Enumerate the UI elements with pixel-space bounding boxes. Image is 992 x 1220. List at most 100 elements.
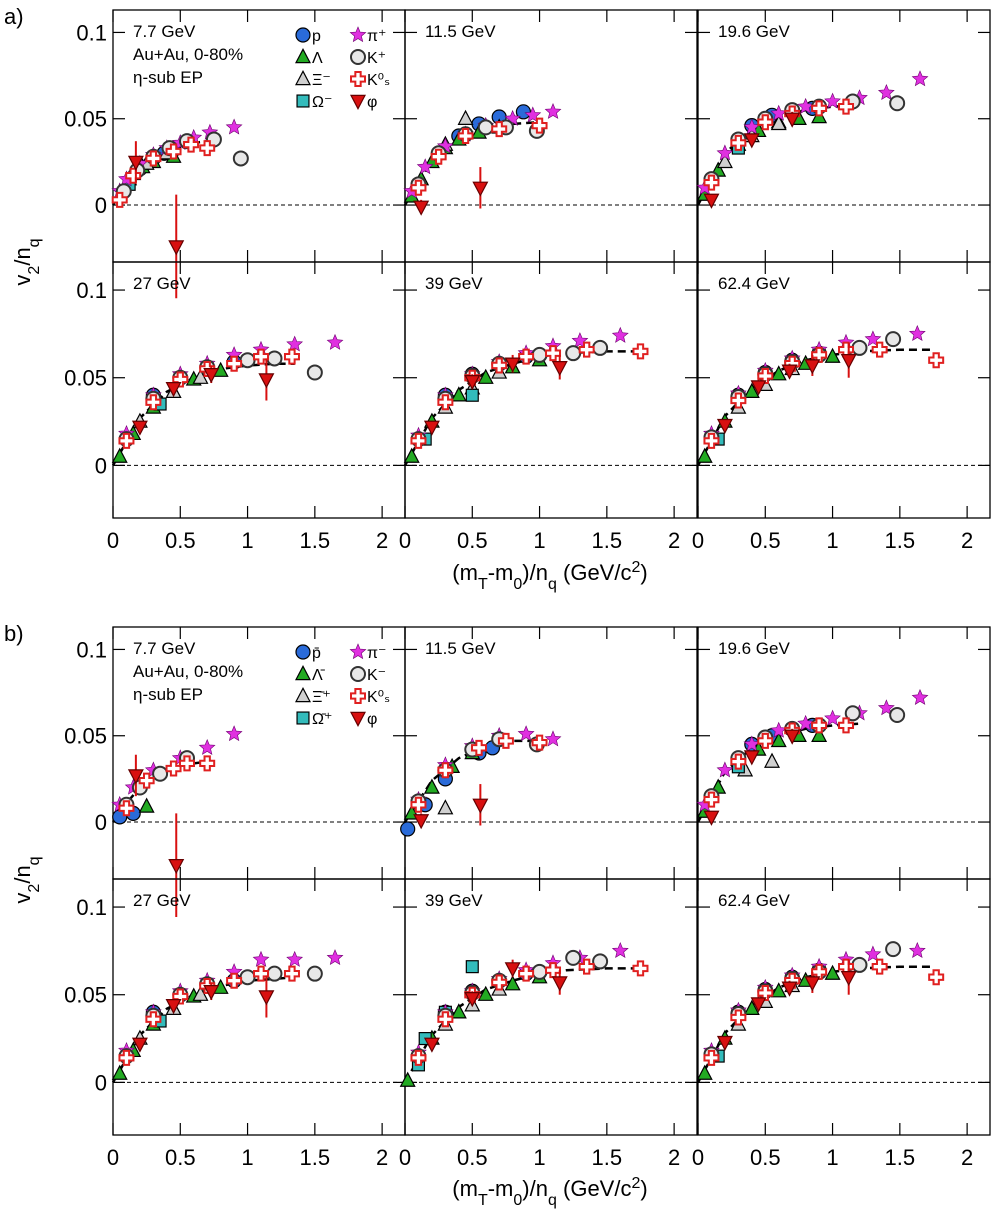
marker: [258, 990, 275, 1006]
marker: [851, 956, 868, 973]
marker: [743, 999, 760, 1015]
x-tick-label: 1.5: [300, 528, 331, 553]
marker: [416, 158, 434, 175]
panel: 19.6 GeV: [696, 626, 991, 880]
marker: [757, 984, 774, 1001]
marker: [349, 26, 367, 43]
x-tick-label: 2: [668, 1145, 680, 1170]
marker: [472, 798, 489, 814]
marker: [350, 666, 366, 682]
marker: [811, 726, 828, 742]
panel-title: 39 GeV: [425, 274, 483, 293]
marker: [908, 942, 926, 959]
marker: [703, 1049, 720, 1066]
marker: [838, 98, 855, 115]
marker: [504, 357, 521, 373]
marker: [784, 729, 801, 745]
marker: [296, 711, 310, 725]
marker: [168, 240, 185, 256]
y-tick-label: 0.05: [64, 107, 107, 132]
y-tick-label: 0.1: [76, 20, 107, 45]
marker: [258, 373, 275, 389]
marker: [632, 960, 649, 977]
marker: [877, 84, 895, 101]
marker: [797, 714, 815, 731]
marker: [111, 191, 128, 208]
panel: 0 0.05 0.1 7.7 GeV Au+Au, 0-80% η-sub EP pΛ Ξ⁻ Ω…: [64, 9, 406, 299]
x-tick-label: 0: [399, 1145, 411, 1170]
panel-title: 62.4 GeV: [718, 891, 790, 910]
marker: [716, 152, 733, 169]
marker: [531, 734, 548, 751]
marker: [138, 772, 155, 789]
marker: [295, 665, 311, 681]
label-part: 2: [631, 1175, 640, 1192]
marker: [350, 71, 366, 87]
marker: [286, 950, 304, 967]
marker: [928, 352, 945, 369]
marker: [326, 333, 344, 350]
marker: [138, 797, 155, 813]
x-tick-label: 1: [533, 528, 545, 553]
marker: [350, 49, 366, 65]
marker: [127, 155, 144, 171]
marker: [730, 134, 747, 151]
marker: [168, 858, 185, 875]
x-axis-label: (mT-m0)/nq (GeV/c2): [452, 559, 647, 593]
marker: [743, 133, 760, 149]
marker: [531, 963, 548, 980]
marker: [518, 348, 535, 365]
panel-frame: [404, 626, 698, 880]
legend-label: Ω⁻: [312, 94, 332, 111]
x-tick-label: 0: [399, 528, 411, 553]
marker: [781, 981, 798, 997]
label-part: q: [548, 1192, 557, 1209]
marker: [703, 193, 720, 209]
marker: [770, 731, 787, 748]
marker: [517, 725, 535, 742]
marker: [232, 150, 249, 167]
marker: [413, 814, 430, 830]
marker: [413, 200, 430, 216]
label-part: ): [640, 560, 647, 585]
label-part: (m: [452, 560, 478, 585]
marker: [804, 359, 821, 375]
marker: [283, 965, 300, 982]
y-tick-label: 0: [95, 453, 107, 478]
y-tick-label: 0.1: [76, 278, 107, 303]
x-tick-label: 1.5: [885, 1145, 916, 1170]
marker: [464, 992, 481, 1008]
marker: [131, 1037, 148, 1053]
x-tick-label: 0: [692, 528, 704, 553]
marker: [172, 988, 189, 1005]
panel-title: 11.5 GeV: [425, 639, 496, 658]
x-axis-label: (mT-m0)/nq (GeV/c2): [452, 1175, 647, 1209]
marker: [226, 355, 243, 372]
marker: [295, 70, 311, 86]
legend-label: p: [312, 28, 321, 45]
marker: [811, 963, 828, 980]
marker: [165, 760, 182, 777]
panel-frame: [404, 261, 698, 519]
marker: [165, 143, 182, 160]
marker: [464, 375, 481, 391]
marker: [437, 1011, 454, 1028]
marker: [477, 985, 494, 1001]
marker: [757, 732, 774, 749]
marker: [183, 136, 200, 153]
marker: [716, 1035, 733, 1052]
marker: [730, 1009, 747, 1026]
panel-title: 7.7 GeV: [133, 22, 196, 41]
marker: [611, 326, 629, 343]
x-tick-label: 1: [826, 528, 838, 553]
panel: 0 0.05 0.1 0 0.5 1 1.5 2 27 GeV: [64, 878, 406, 1170]
marker: [703, 432, 720, 449]
marker: [296, 94, 310, 108]
marker: [423, 1037, 440, 1053]
marker: [911, 688, 929, 705]
marker: [840, 970, 857, 987]
label-part: 2: [26, 266, 43, 275]
legend-label: K⁰ₛ: [367, 72, 390, 89]
panel-frame: [404, 878, 698, 1136]
